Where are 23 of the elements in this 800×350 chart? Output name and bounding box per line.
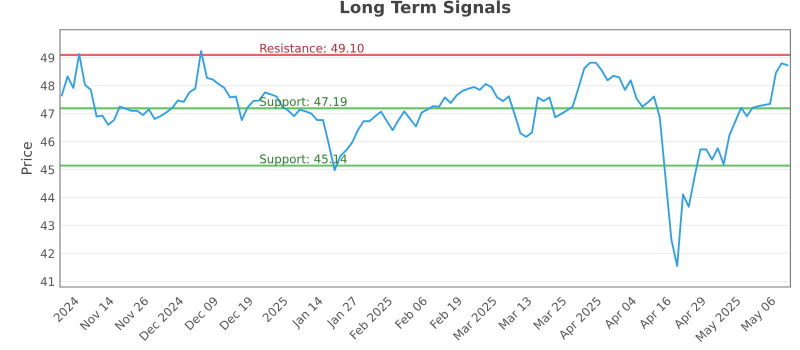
x-tick-label: Feb 19 <box>429 296 462 330</box>
y-tick-label: 44 <box>40 193 54 202</box>
y-axis-title: Price <box>21 142 32 174</box>
y-tick-label: 41 <box>40 277 54 286</box>
x-tick-label: Jan 14 <box>290 296 325 330</box>
x-tick-label: Nov 26 <box>114 296 149 331</box>
y-tick-label: 43 <box>40 221 54 230</box>
chart-title: Long Term Signals <box>340 0 510 17</box>
x-tick-label: Feb 06 <box>394 296 428 330</box>
x-tick-label: Apr 04 <box>603 296 638 332</box>
y-tick-label: 45 <box>40 165 54 174</box>
x-tick-label: Apr 16 <box>638 296 674 332</box>
y-tick-label: 42 <box>40 249 54 258</box>
ref-line-label: Resistance: 49.10 <box>260 43 364 53</box>
x-tick-label: Nov 14 <box>80 296 114 331</box>
x-tick-label: Mar 13 <box>498 296 532 330</box>
y-tick-label: 46 <box>40 137 54 146</box>
y-tick-label: 47 <box>40 110 54 118</box>
y-tick-label: 48 <box>40 81 54 90</box>
x-tick-label: Dec 09 <box>184 296 219 330</box>
y-tick-label: 49 <box>40 53 54 62</box>
x-tick-label: Dec 19 <box>219 296 254 330</box>
x-tick-label: Mar 25 <box>533 296 567 330</box>
